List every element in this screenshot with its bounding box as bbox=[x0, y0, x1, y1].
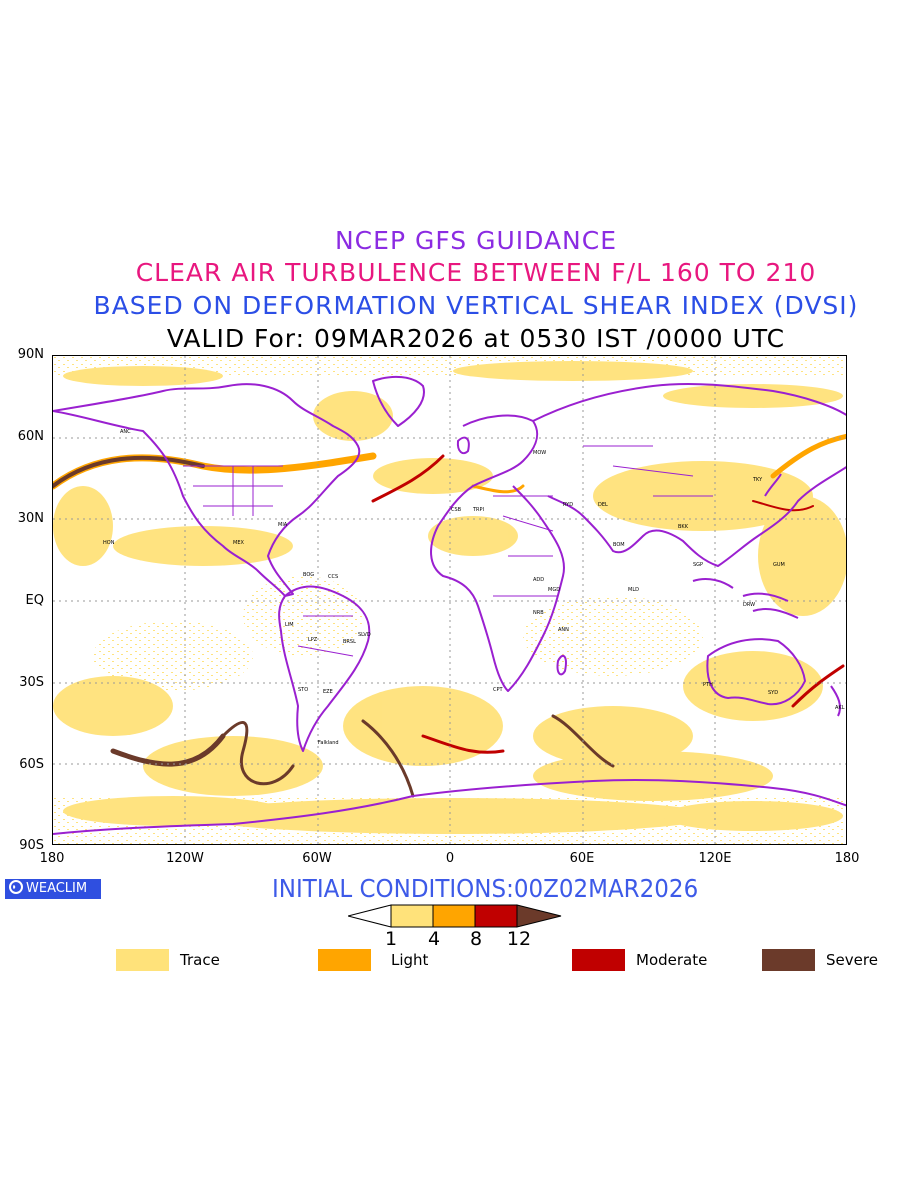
svg-text:LIM: LIM bbox=[285, 622, 294, 628]
new-zealand-outline bbox=[830, 685, 841, 717]
svg-text:NRB: NRB bbox=[533, 610, 544, 616]
svg-text:ANC: ANC bbox=[120, 429, 131, 435]
title-method: BASED ON DEFORMATION VERTICAL SHEAR INDE… bbox=[93, 291, 859, 320]
colorbar-tick-4: 4 bbox=[427, 928, 441, 950]
north-america-outline bbox=[53, 383, 361, 597]
colorbar bbox=[348, 904, 562, 928]
svg-text:ANN: ANN bbox=[558, 627, 569, 633]
svg-text:DEL: DEL bbox=[598, 502, 608, 508]
lat-label-eq: EQ bbox=[25, 593, 44, 608]
legend-label-light: Light bbox=[391, 951, 429, 969]
weaclim-label: WEACLIM bbox=[26, 881, 88, 896]
japan-outline bbox=[764, 473, 782, 497]
lat-lon-grid bbox=[53, 356, 846, 844]
lon-label-0: 0 bbox=[445, 851, 455, 866]
svg-text:MOW: MOW bbox=[533, 450, 546, 456]
lon-label-180e: 180 bbox=[834, 851, 860, 866]
title-product: NCEP GFS GUIDANCE bbox=[334, 226, 617, 255]
uk-outline bbox=[456, 436, 470, 455]
svg-text:RYD: RYD bbox=[563, 502, 573, 508]
legend-swatch-light bbox=[318, 949, 371, 971]
europe-africa-outline bbox=[430, 414, 565, 692]
svg-text:CPT: CPT bbox=[493, 687, 504, 693]
antarctica-outline bbox=[53, 778, 846, 835]
lat-label-30s: 30S bbox=[19, 675, 44, 690]
colorbar-tick-1: 1 bbox=[384, 928, 398, 950]
svg-text:GUM: GUM bbox=[773, 562, 785, 568]
australia-outline bbox=[706, 638, 806, 706]
legend-swatch-moderate bbox=[572, 949, 625, 971]
colorbar-severe-arrow bbox=[516, 904, 562, 928]
political-borders bbox=[183, 445, 713, 657]
svg-text:EZE: EZE bbox=[323, 689, 333, 695]
southeast-asia-islands bbox=[692, 578, 799, 619]
lat-label-60s: 60S bbox=[19, 757, 44, 772]
lon-label-60e: 60E bbox=[569, 851, 595, 866]
legend-swatch-severe bbox=[762, 949, 815, 971]
svg-text:TRPI: TRPI bbox=[472, 507, 484, 513]
svg-text:BOG: BOG bbox=[303, 572, 314, 578]
svg-text:ADD: ADD bbox=[533, 577, 544, 583]
lat-label-90s: 90S bbox=[19, 838, 44, 853]
colorbar-trace bbox=[390, 904, 434, 928]
colorbar-tick-12: 12 bbox=[506, 928, 532, 950]
svg-text:MLD: MLD bbox=[628, 587, 639, 593]
turbulence-map: ANC HON MEX MIA BOG CCS LIM LPZ BRSL SLVD STO… bbox=[52, 355, 847, 845]
svg-text:LPZ: LPZ bbox=[308, 637, 318, 643]
svg-text:TKY: TKY bbox=[752, 477, 763, 483]
weaclim-badge: WEACLIM bbox=[5, 879, 101, 899]
title-parameter: CLEAR AIR TURBULENCE BETWEEN F/L 160 TO … bbox=[135, 258, 817, 287]
svg-text:BRSL: BRSL bbox=[343, 639, 356, 645]
initial-conditions: INITIAL CONDITIONS:00Z02MAR2026 bbox=[272, 874, 699, 903]
greenland-outline bbox=[372, 375, 425, 427]
legend-swatch-trace bbox=[116, 949, 169, 971]
svg-text:MIA: MIA bbox=[278, 522, 288, 528]
svg-text:MEX: MEX bbox=[233, 540, 244, 546]
svg-text:AKL: AKL bbox=[835, 705, 845, 711]
lat-label-60n: 60N bbox=[17, 429, 44, 444]
colorbar-tick-8: 8 bbox=[469, 928, 483, 950]
falkland-label: Falkland bbox=[318, 740, 339, 746]
lat-label-90n: 90N bbox=[17, 347, 44, 362]
svg-text:SLVD: SLVD bbox=[358, 632, 371, 638]
madagascar-outline bbox=[556, 654, 567, 676]
svg-text:PTH: PTH bbox=[703, 682, 713, 688]
svg-text:DRW: DRW bbox=[743, 602, 755, 608]
lon-label-180w: 180 bbox=[39, 851, 65, 866]
svg-text:CSB: CSB bbox=[451, 507, 462, 513]
svg-text:HON: HON bbox=[103, 540, 115, 546]
asia-outline bbox=[532, 382, 846, 567]
svg-text:CCS: CCS bbox=[328, 574, 338, 580]
coastlines bbox=[53, 375, 846, 835]
colorbar-moderate bbox=[474, 904, 518, 928]
weaclim-logo-icon bbox=[9, 880, 23, 894]
lat-label-30n: 30N bbox=[17, 511, 44, 526]
lon-label-120e: 120E bbox=[698, 851, 732, 866]
lon-label-60w: 60W bbox=[302, 851, 332, 866]
svg-text:SYD: SYD bbox=[768, 690, 778, 696]
lon-label-120w: 120W bbox=[166, 851, 204, 866]
colorbar-low-arrow bbox=[348, 904, 392, 928]
legend-label-moderate: Moderate bbox=[636, 951, 708, 969]
svg-text:BKK: BKK bbox=[678, 524, 689, 530]
legend-label-trace: Trace bbox=[180, 951, 220, 969]
svg-text:MGD: MGD bbox=[548, 587, 560, 593]
colorbar-light bbox=[432, 904, 476, 928]
legend-label-severe: Severe bbox=[826, 951, 878, 969]
title-valid-time: VALID For: 09MAR2026 at 0530 IST /0000 U… bbox=[166, 324, 786, 353]
svg-text:SGP: SGP bbox=[693, 562, 703, 568]
svg-text:BOM: BOM bbox=[613, 542, 625, 548]
south-america-outline bbox=[278, 585, 371, 752]
svg-text:STO: STO bbox=[298, 687, 308, 693]
